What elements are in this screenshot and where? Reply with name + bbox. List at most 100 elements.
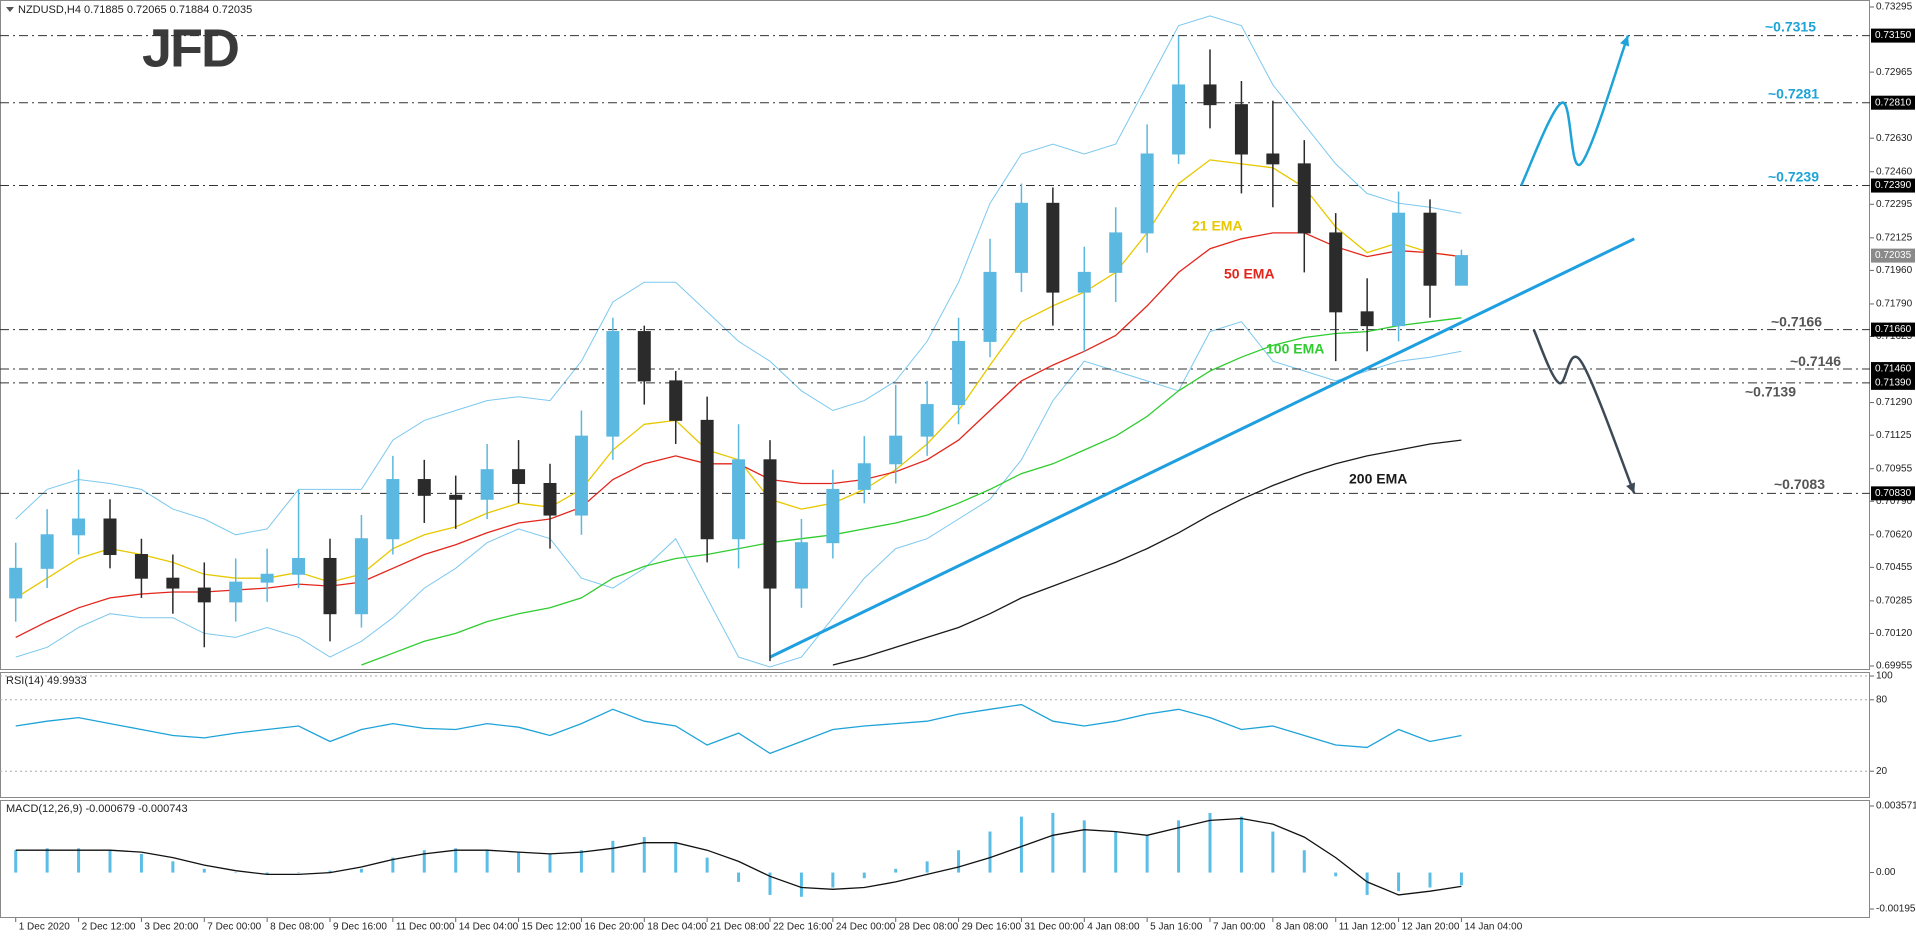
level-note: ~0.7146 — [1790, 353, 1841, 369]
scenario-path — [1520, 35, 1630, 187]
candle-body — [1203, 84, 1217, 106]
macd-bar — [988, 831, 992, 873]
candle-body — [1046, 202, 1060, 293]
last-price-box — [1871, 248, 1915, 263]
macd-bar — [265, 872, 269, 875]
level-price-label: 0.71460 — [1875, 364, 1912, 375]
y-tick-label: 80 — [1876, 694, 1888, 705]
ema-line — [832, 439, 1462, 666]
candle-body — [1360, 311, 1374, 327]
level-note: ~0.7166 — [1771, 313, 1822, 329]
x-tick-label: 7 Jan 00:00 — [1213, 922, 1266, 933]
y-tick-label: 0.003571 — [1876, 801, 1916, 812]
candle-body — [952, 340, 966, 406]
macd-bar — [925, 861, 929, 873]
level-price-label: 0.72810 — [1875, 97, 1912, 108]
candle-body — [323, 557, 337, 615]
x-tick-label: 15 Dec 12:00 — [522, 922, 582, 933]
level-price-label: 0.72390 — [1875, 180, 1912, 191]
macd-bar — [1051, 812, 1055, 873]
macd-bar — [297, 872, 301, 874]
rsi-line — [15, 703, 1462, 755]
macd-bar — [642, 837, 646, 873]
macd-bar — [1271, 831, 1275, 873]
x-tick-label: 12 Jan 20:00 — [1402, 922, 1460, 933]
candle-body — [480, 469, 494, 500]
x-tick-label: 9 Dec 16:00 — [333, 922, 387, 933]
x-tick-label: 31 Dec 00:00 — [1024, 922, 1084, 933]
macd-bar — [548, 853, 552, 873]
macd-bar — [737, 872, 741, 882]
level-note: ~0.7083 — [1774, 476, 1825, 492]
candle-body — [386, 479, 400, 540]
y-tick-label: 0.72965 — [1876, 67, 1913, 78]
trendline — [769, 237, 1635, 659]
candle-body — [1266, 153, 1280, 165]
candle-body — [606, 331, 620, 437]
level-price-box — [1871, 362, 1915, 377]
macd-bar — [517, 852, 521, 873]
candle-body — [1172, 84, 1186, 155]
macd-bar — [139, 853, 143, 873]
candle-body — [134, 554, 148, 579]
candle-body — [512, 469, 526, 484]
candle-body — [543, 482, 557, 516]
price-plot — [0, 15, 1870, 668]
x-tick-label: 7 Dec 00:00 — [207, 922, 261, 933]
candle-body — [1014, 202, 1028, 273]
scenario-path — [1532, 329, 1636, 494]
collapse-icon[interactable] — [6, 7, 14, 12]
macd-bar — [674, 842, 678, 873]
x-tick-label: 2 Dec 12:00 — [82, 922, 136, 933]
macd-bar — [894, 868, 898, 873]
y-tick-label: 0.69955 — [1876, 661, 1913, 672]
candle-body — [1140, 153, 1154, 234]
x-tick-label: 21 Dec 08:00 — [710, 922, 770, 933]
rsi-title: RSI(14) 49.9933 — [6, 675, 87, 687]
macd-bar — [328, 870, 332, 873]
macd-bar — [705, 857, 709, 873]
candle-body — [700, 419, 714, 540]
macd-bar — [14, 850, 18, 873]
y-tick-label: 0.70620 — [1876, 529, 1913, 540]
rsi-panel-frame — [0, 672, 1870, 798]
candle-body — [40, 534, 54, 569]
macd-bar — [1428, 872, 1432, 888]
candle-body — [103, 518, 117, 556]
axes: ~0.7315 ~0.7281 ~0.7239 ~0.7166 ~0.7146 ~0.71… — [15, 2, 1916, 933]
macd-bar — [202, 868, 206, 873]
y-tick-label: 0.71125 — [1876, 430, 1912, 441]
level-price-label: 0.73150 — [1875, 30, 1912, 41]
x-tick-label: 8 Dec 08:00 — [270, 922, 324, 933]
macd-bar — [1082, 820, 1086, 873]
level-price-box — [1871, 322, 1915, 337]
macd-bar — [1145, 835, 1149, 873]
x-tick-label: 4 Jan 08:00 — [1087, 922, 1140, 933]
candle-body — [229, 581, 243, 603]
candle-body — [763, 459, 777, 589]
scenario-arrowhead — [1626, 482, 1636, 494]
macd-bar — [485, 850, 489, 873]
candle-body — [449, 494, 463, 500]
x-tick-label: 14 Jan 04:00 — [1464, 922, 1522, 933]
band-line — [15, 15, 1462, 536]
y-tick-label: 100 — [1876, 671, 1893, 682]
candle-body — [983, 271, 997, 342]
ema-line — [361, 317, 1462, 666]
x-tick-label: 22 Dec 16:00 — [773, 922, 833, 933]
level-note: ~0.7139 — [1745, 384, 1796, 400]
candle-body — [1329, 232, 1343, 313]
x-tick-label: 11 Dec 00:00 — [396, 922, 455, 933]
level-price-box — [1871, 95, 1915, 110]
y-tick-label: 0.70120 — [1876, 628, 1913, 639]
macd-bar — [108, 850, 112, 873]
macd-bar — [862, 872, 866, 879]
y-tick-label: 0.72125 — [1876, 232, 1913, 243]
ema-label: 200 EMA — [1349, 471, 1407, 487]
x-tick-label: 11 Jan 12:00 — [1339, 922, 1397, 933]
macd-bar — [1302, 850, 1306, 873]
macd-bar — [957, 850, 961, 873]
y-tick-label: 0.71790 — [1876, 299, 1913, 310]
candle-body — [1077, 271, 1091, 293]
